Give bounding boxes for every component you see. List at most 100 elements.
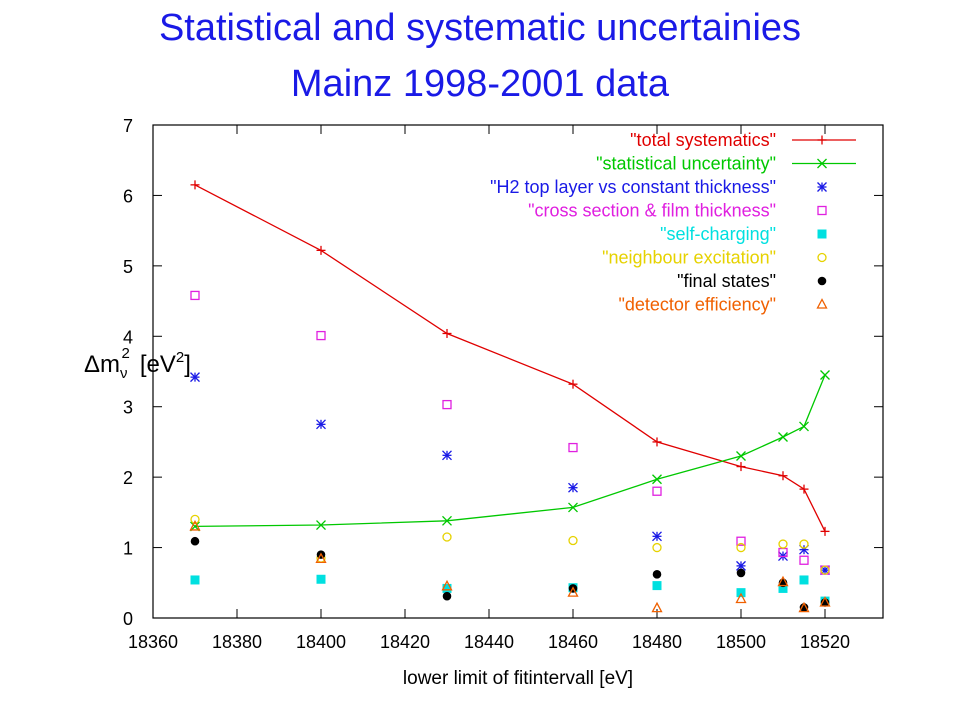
marker-part — [442, 591, 452, 601]
series-3-point — [190, 290, 200, 301]
series-5-point — [190, 514, 200, 525]
series-1-point — [568, 502, 578, 513]
marker-part — [568, 535, 578, 546]
marker-part — [442, 532, 452, 542]
y-tick-label: 3 — [123, 398, 133, 418]
marker-part — [817, 158, 827, 169]
chart-title-line2: Mainz 1998-2001 data — [290, 63, 670, 105]
legend-label-6: "final states" — [677, 271, 776, 291]
legend-label-4: "self-charging" — [660, 224, 776, 244]
marker-part — [190, 290, 200, 301]
legend-marker-3 — [817, 205, 827, 216]
marker-part — [441, 579, 453, 591]
marker-part — [778, 539, 788, 549]
series-6-point — [442, 591, 452, 601]
marker-part — [652, 542, 662, 553]
series-5-point — [568, 535, 578, 546]
x-tick-label: 18480 — [632, 632, 682, 652]
marker-part — [567, 586, 579, 597]
series-1-point — [316, 520, 326, 530]
series-7-point — [315, 552, 327, 563]
y-label-unit-sq: 2 — [176, 349, 184, 366]
marker-part — [190, 536, 200, 546]
y-tick-label: 1 — [123, 539, 133, 559]
marker-part — [798, 601, 810, 613]
series-7-point — [651, 601, 663, 613]
marker-part — [316, 574, 326, 584]
series-5-point — [778, 539, 788, 549]
series-6-point — [652, 570, 662, 579]
marker-part — [190, 514, 200, 525]
series-1-line — [194, 374, 826, 528]
series-5-point — [799, 539, 809, 549]
series-3-point — [442, 399, 452, 410]
legend-label-2: "H2 top layer vs constant thickness" — [490, 177, 776, 197]
y-label-unit-open: [eV — [140, 351, 176, 378]
marker-part — [316, 330, 326, 341]
marker-part — [819, 596, 831, 607]
series-7-point — [567, 586, 579, 597]
series-0-point — [652, 437, 662, 447]
series-5-point — [736, 542, 746, 553]
legend-marker-6 — [817, 276, 827, 286]
legend-marker-1 — [817, 158, 827, 169]
legend-label-3: "cross section & film thickness" — [528, 201, 776, 221]
legend-marker-7 — [816, 298, 828, 309]
legend-marker-0 — [817, 135, 827, 145]
plot-frame — [152, 124, 884, 619]
series-7-point — [189, 520, 201, 531]
marker-part — [652, 570, 662, 579]
x-tick-label: 18440 — [464, 632, 514, 652]
marker-part — [816, 298, 828, 309]
marker-part — [799, 555, 809, 565]
marker-part — [777, 575, 789, 587]
y-tick-label: 2 — [123, 468, 133, 488]
series-2-point — [316, 419, 326, 430]
marker-part — [442, 515, 452, 526]
marker-part — [820, 370, 830, 380]
series-1-point — [652, 474, 662, 485]
x-tick-label: 18520 — [800, 632, 850, 652]
series-0-point — [442, 328, 452, 338]
series-0-point — [190, 180, 200, 190]
chart-title-line1: Statistical and systematic uncertainies — [158, 7, 802, 49]
series-1-point — [778, 432, 788, 442]
marker-part — [820, 565, 830, 575]
series-1-point — [799, 421, 809, 432]
x-tick-label: 18400 — [296, 632, 346, 652]
series-7-point — [735, 592, 747, 604]
series-1-point — [442, 515, 452, 526]
x-axis-label: lower limit of fitintervall [eV] — [403, 668, 633, 689]
series-0-point — [736, 462, 746, 472]
x-tick-label: 18500 — [716, 632, 766, 652]
marker-part — [190, 372, 200, 383]
marker-part — [652, 581, 662, 591]
series-2-point — [442, 450, 452, 461]
series-0-point — [778, 471, 788, 481]
marker-part — [190, 575, 200, 585]
marker-part — [442, 450, 452, 461]
legend-marker-4 — [817, 229, 827, 239]
y-tick-label: 7 — [123, 116, 133, 136]
series-5-point — [820, 565, 830, 575]
marker-part — [652, 531, 662, 542]
x-tick-label: 18380 — [212, 632, 262, 652]
legend-label-0: "total systematics" — [630, 130, 776, 150]
series-6-point — [190, 536, 200, 546]
series-7-point — [441, 579, 453, 591]
marker-part — [799, 539, 809, 549]
y-label-sq: 2 — [122, 345, 130, 362]
legend-label-5: "neighbour excitation" — [602, 248, 776, 268]
series-3-point — [568, 442, 578, 453]
marker-part — [817, 205, 827, 216]
marker-part — [736, 560, 746, 571]
series-3-point — [736, 536, 746, 546]
marker-part — [799, 575, 809, 585]
marker-part — [189, 520, 201, 531]
series-7-point — [819, 596, 831, 607]
marker-part — [652, 474, 662, 485]
y-label-m: m — [100, 351, 120, 378]
marker-part — [817, 229, 827, 239]
x-tick-label: 18360 — [128, 632, 178, 652]
